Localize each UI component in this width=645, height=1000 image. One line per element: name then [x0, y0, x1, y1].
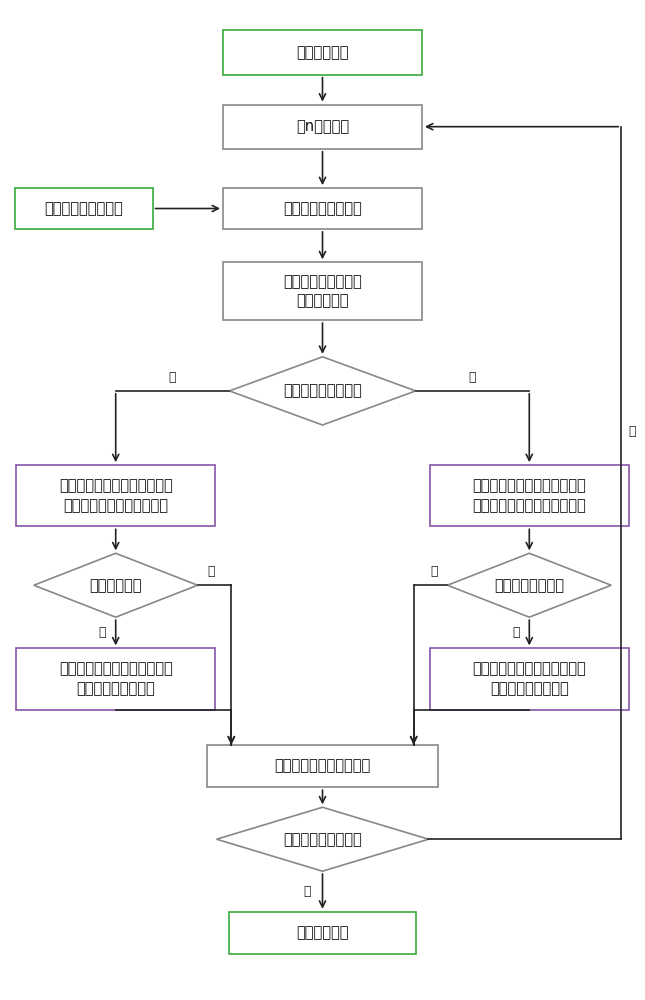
Text: 启动优化调配: 启动优化调配: [296, 45, 349, 60]
Text: 否: 否: [99, 626, 106, 639]
Text: 是: 是: [430, 565, 438, 578]
Text: 管网损耗降至最低: 管网损耗降至最低: [494, 578, 564, 593]
Bar: [223, 262, 422, 320]
Polygon shape: [230, 357, 415, 425]
Bar: [230, 912, 415, 954]
Text: 已加载空压机按照比功率确定
优先级，调整为节能模式运行: 已加载空压机按照比功率确定 优先级，调整为节能模式运行: [472, 478, 586, 513]
Text: 确定可加载的空压机: 确定可加载的空压机: [283, 201, 362, 216]
Bar: [430, 648, 629, 710]
Text: 优化调配结束: 优化调配结束: [296, 925, 349, 940]
Text: 备用空压机按照卸载能耗、比
功率确定卸载优先级: 备用空压机按照卸载能耗、比 功率确定卸载优先级: [472, 662, 586, 696]
Bar: [223, 105, 422, 149]
Polygon shape: [448, 553, 611, 617]
Bar: [16, 465, 215, 526]
Bar: [430, 465, 629, 526]
Text: 是: 是: [207, 565, 215, 578]
Text: 空压机设备检修计划: 空压机设备检修计划: [45, 201, 123, 216]
Polygon shape: [34, 553, 197, 617]
Text: 满足用户需求: 满足用户需求: [90, 578, 142, 593]
Bar: [207, 745, 438, 787]
Text: 备用空压机按照启动能耗、比
功率确定启动优先级: 备用空压机按照启动能耗、比 功率确定启动优先级: [59, 662, 173, 696]
Text: 所有子周期调整结束: 所有子周期调整结束: [283, 832, 362, 847]
Text: 否: 否: [469, 371, 476, 384]
Text: 空压机集群优化控制方案: 空压机集群优化控制方案: [274, 758, 371, 773]
Text: 第n个子周期: 第n个子周期: [296, 119, 349, 134]
Polygon shape: [217, 807, 428, 871]
Bar: [223, 188, 422, 229]
Text: 否: 否: [629, 425, 637, 438]
Text: 是: 是: [169, 371, 176, 384]
Text: 否: 否: [512, 626, 520, 639]
Text: 是: 是: [303, 885, 311, 898]
Bar: [15, 188, 153, 229]
Bar: [223, 30, 422, 75]
Text: 增加压缩空气供应量: 增加压缩空气供应量: [283, 383, 362, 398]
Text: 计算当前总供气量和
用户总需求量: 计算当前总供气量和 用户总需求量: [283, 274, 362, 309]
Text: 已加载空压机按照比功率确定
优先级，调整至满负荷运行: 已加载空压机按照比功率确定 优先级，调整至满负荷运行: [59, 478, 173, 513]
Bar: [16, 648, 215, 710]
